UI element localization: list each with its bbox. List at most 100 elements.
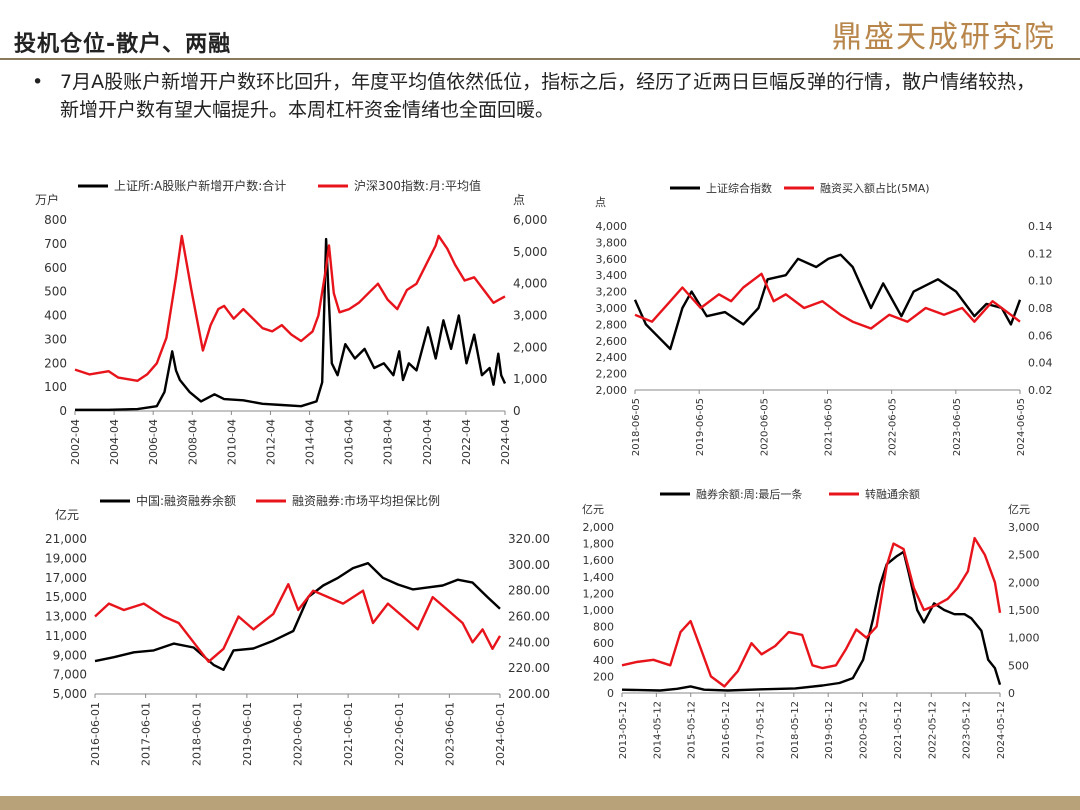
x-tick-label: 2022-04 xyxy=(460,419,473,465)
x-tick-label: 2018-05-12 xyxy=(790,701,801,759)
y-left-tick-label: 13,000 xyxy=(45,610,87,624)
x-tick-label: 2023-06-05 xyxy=(952,398,963,456)
series-line-black xyxy=(75,237,507,412)
y-right-tick-label: 1,500 xyxy=(1008,604,1040,617)
y-left-tick-label: 2,600 xyxy=(596,335,628,348)
y-left-tick-label: 1,200 xyxy=(583,587,615,600)
x-tick-label: 2020-06-01 xyxy=(292,702,305,766)
x-tick-label: 2019-06-05 xyxy=(695,398,706,456)
legend-label: 融资买入额占比(5MA) xyxy=(820,181,930,195)
x-tick-label: 2012-04 xyxy=(264,419,277,465)
y-right-tick-label: 3,000 xyxy=(1008,521,1040,534)
y-left-tick-label: 300 xyxy=(44,332,67,346)
y-right-tick-label: 5,000 xyxy=(513,245,547,259)
y-left-tick-label: 2,000 xyxy=(583,521,615,534)
y-left-tick-label: 600 xyxy=(593,637,614,650)
brand-logo: 鼎盛天成研究院 xyxy=(832,20,1056,55)
x-tick-label: 2013-05-12 xyxy=(618,701,629,759)
y-right-tick-label: 0.12 xyxy=(1028,247,1053,260)
chart-margin-balance: 5,000 7,000 9,000 11,000 13,000 15,000 17,000 1… xyxy=(45,493,550,766)
series-line-red xyxy=(621,536,1002,688)
y-left-tick-label: 700 xyxy=(44,237,67,251)
y-right-tick-label: 0 xyxy=(513,404,521,418)
y-left-unit: 点 xyxy=(595,196,606,209)
series-line-black xyxy=(621,550,1002,692)
page-title: 投机仓位-散户、两融 xyxy=(14,32,232,57)
y-left-tick-label: 1,000 xyxy=(583,604,615,617)
title-divider xyxy=(0,58,1080,60)
chart-shanghai-vs-margin-buy: 2,000 2,200 2,400 2,600 2,800 3,000 3,200 3,400… xyxy=(595,181,1053,456)
x-tick-label: 2017-05-12 xyxy=(755,701,766,759)
legend-label: 融资融券:市场平均担保比例 xyxy=(292,493,440,508)
legend-label: 上证所:A股账户新增开户数:合计 xyxy=(114,178,286,193)
y-left-tick-label: 400 xyxy=(44,309,67,323)
x-tick-label: 2019-06-01 xyxy=(241,702,254,766)
y-left-tick-label: 500 xyxy=(44,285,67,299)
y-left-tick-label: 1,400 xyxy=(583,571,615,584)
x-tick-label: 2023-05-12 xyxy=(962,701,973,759)
y-left-tick-label: 15,000 xyxy=(45,590,87,604)
x-tick-label: 2017-06-01 xyxy=(140,702,153,766)
y-right-tick-label: 1,000 xyxy=(1008,632,1040,645)
summary-text: 7月A股账户新增开户数环比回升，年度平均值依然低位，指标之后，经历了近两日巨幅反… xyxy=(60,71,1036,121)
x-tick-label: 2021-05-12 xyxy=(893,701,904,759)
series-line-red xyxy=(94,582,502,663)
x-tick-label: 2016-06-01 xyxy=(89,702,102,766)
x-tick-label: 2014-04 xyxy=(304,419,317,465)
y-right-tick-label: 2,500 xyxy=(1008,549,1040,562)
x-tick-label: 2022-06-01 xyxy=(393,702,406,766)
y-left-tick-label: 3,600 xyxy=(596,253,628,266)
y-right-unit: 点 xyxy=(513,193,525,207)
y-left-tick-label: 3,200 xyxy=(596,286,628,299)
y-right-tick-label: 240.00 xyxy=(508,635,550,649)
y-left-tick-label: 600 xyxy=(44,261,67,275)
x-tick-label: 2019-05-12 xyxy=(824,701,835,759)
y-left-tick-label: 19,000 xyxy=(45,551,87,565)
y-left-tick-label: 200 xyxy=(593,670,614,683)
x-tick-label: 2022-06-05 xyxy=(888,398,899,456)
x-tick-label: 2020-05-12 xyxy=(859,701,870,759)
x-tick-label: 2021-06-05 xyxy=(824,398,835,456)
legend-label: 上证综合指数 xyxy=(706,181,772,195)
x-tick-label: 2018-04 xyxy=(382,419,395,465)
y-left-unit: 亿元 xyxy=(582,503,604,516)
x-tick-label: 2024-06-01 xyxy=(494,702,507,766)
bullet-icon: • xyxy=(32,71,44,93)
x-tick-label: 2016-04 xyxy=(343,419,356,465)
chart-short-selling: 0 200 400 600 800 1,000 1,200 1,400 1,600 1,800 2,… xyxy=(582,487,1040,759)
x-tick-label: 2020-04 xyxy=(421,419,434,465)
legend-label: 融券余额:周:最后一条 xyxy=(696,487,802,501)
y-right-tick-label: 6,000 xyxy=(513,213,547,227)
y-left-tick-label: 4,000 xyxy=(596,220,628,233)
series-line-red xyxy=(634,272,1021,330)
x-tick-label: 2010-04 xyxy=(225,419,238,465)
y-right-tick-label: 4,000 xyxy=(513,277,547,291)
y-right-tick-label: 0 xyxy=(1008,687,1015,700)
y-left-tick-label: 2,400 xyxy=(596,351,628,364)
y-left-tick-label: 2,800 xyxy=(596,318,628,331)
y-left-tick-label: 3,800 xyxy=(596,236,628,249)
y-right-tick-label: 3,000 xyxy=(513,309,547,323)
y-left-tick-label: 200 xyxy=(44,356,67,370)
x-tick-label: 2024-06-05 xyxy=(1016,398,1027,456)
y-right-tick-label: 1,000 xyxy=(513,372,547,386)
y-left-tick-label: 800 xyxy=(593,621,614,634)
y-right-tick-label: 0.02 xyxy=(1028,384,1053,397)
y-left-tick-label: 400 xyxy=(593,654,614,667)
y-left-tick-label: 2,200 xyxy=(596,368,628,381)
y-left-tick-label: 17,000 xyxy=(45,571,87,585)
y-right-tick-label: 260.00 xyxy=(508,610,550,624)
x-tick-label: 2021-06-01 xyxy=(342,702,355,766)
y-left-tick-label: 100 xyxy=(44,380,67,394)
y-left-tick-label: 0 xyxy=(59,404,67,418)
y-left-tick-label: 3,400 xyxy=(596,269,628,282)
y-right-tick-label: 220.00 xyxy=(508,661,550,675)
x-tick-label: 2006-04 xyxy=(147,419,160,465)
y-right-tick-label: 2,000 xyxy=(513,340,547,354)
y-right-tick-label: 500 xyxy=(1008,659,1029,672)
x-tick-label: 2023-06-01 xyxy=(443,702,456,766)
x-tick-label: 2018-06-01 xyxy=(190,702,203,766)
y-right-tick-label: 280.00 xyxy=(508,584,550,598)
y-right-tick-label: 0.08 xyxy=(1028,302,1053,315)
y-left-tick-label: 3,000 xyxy=(596,302,628,315)
